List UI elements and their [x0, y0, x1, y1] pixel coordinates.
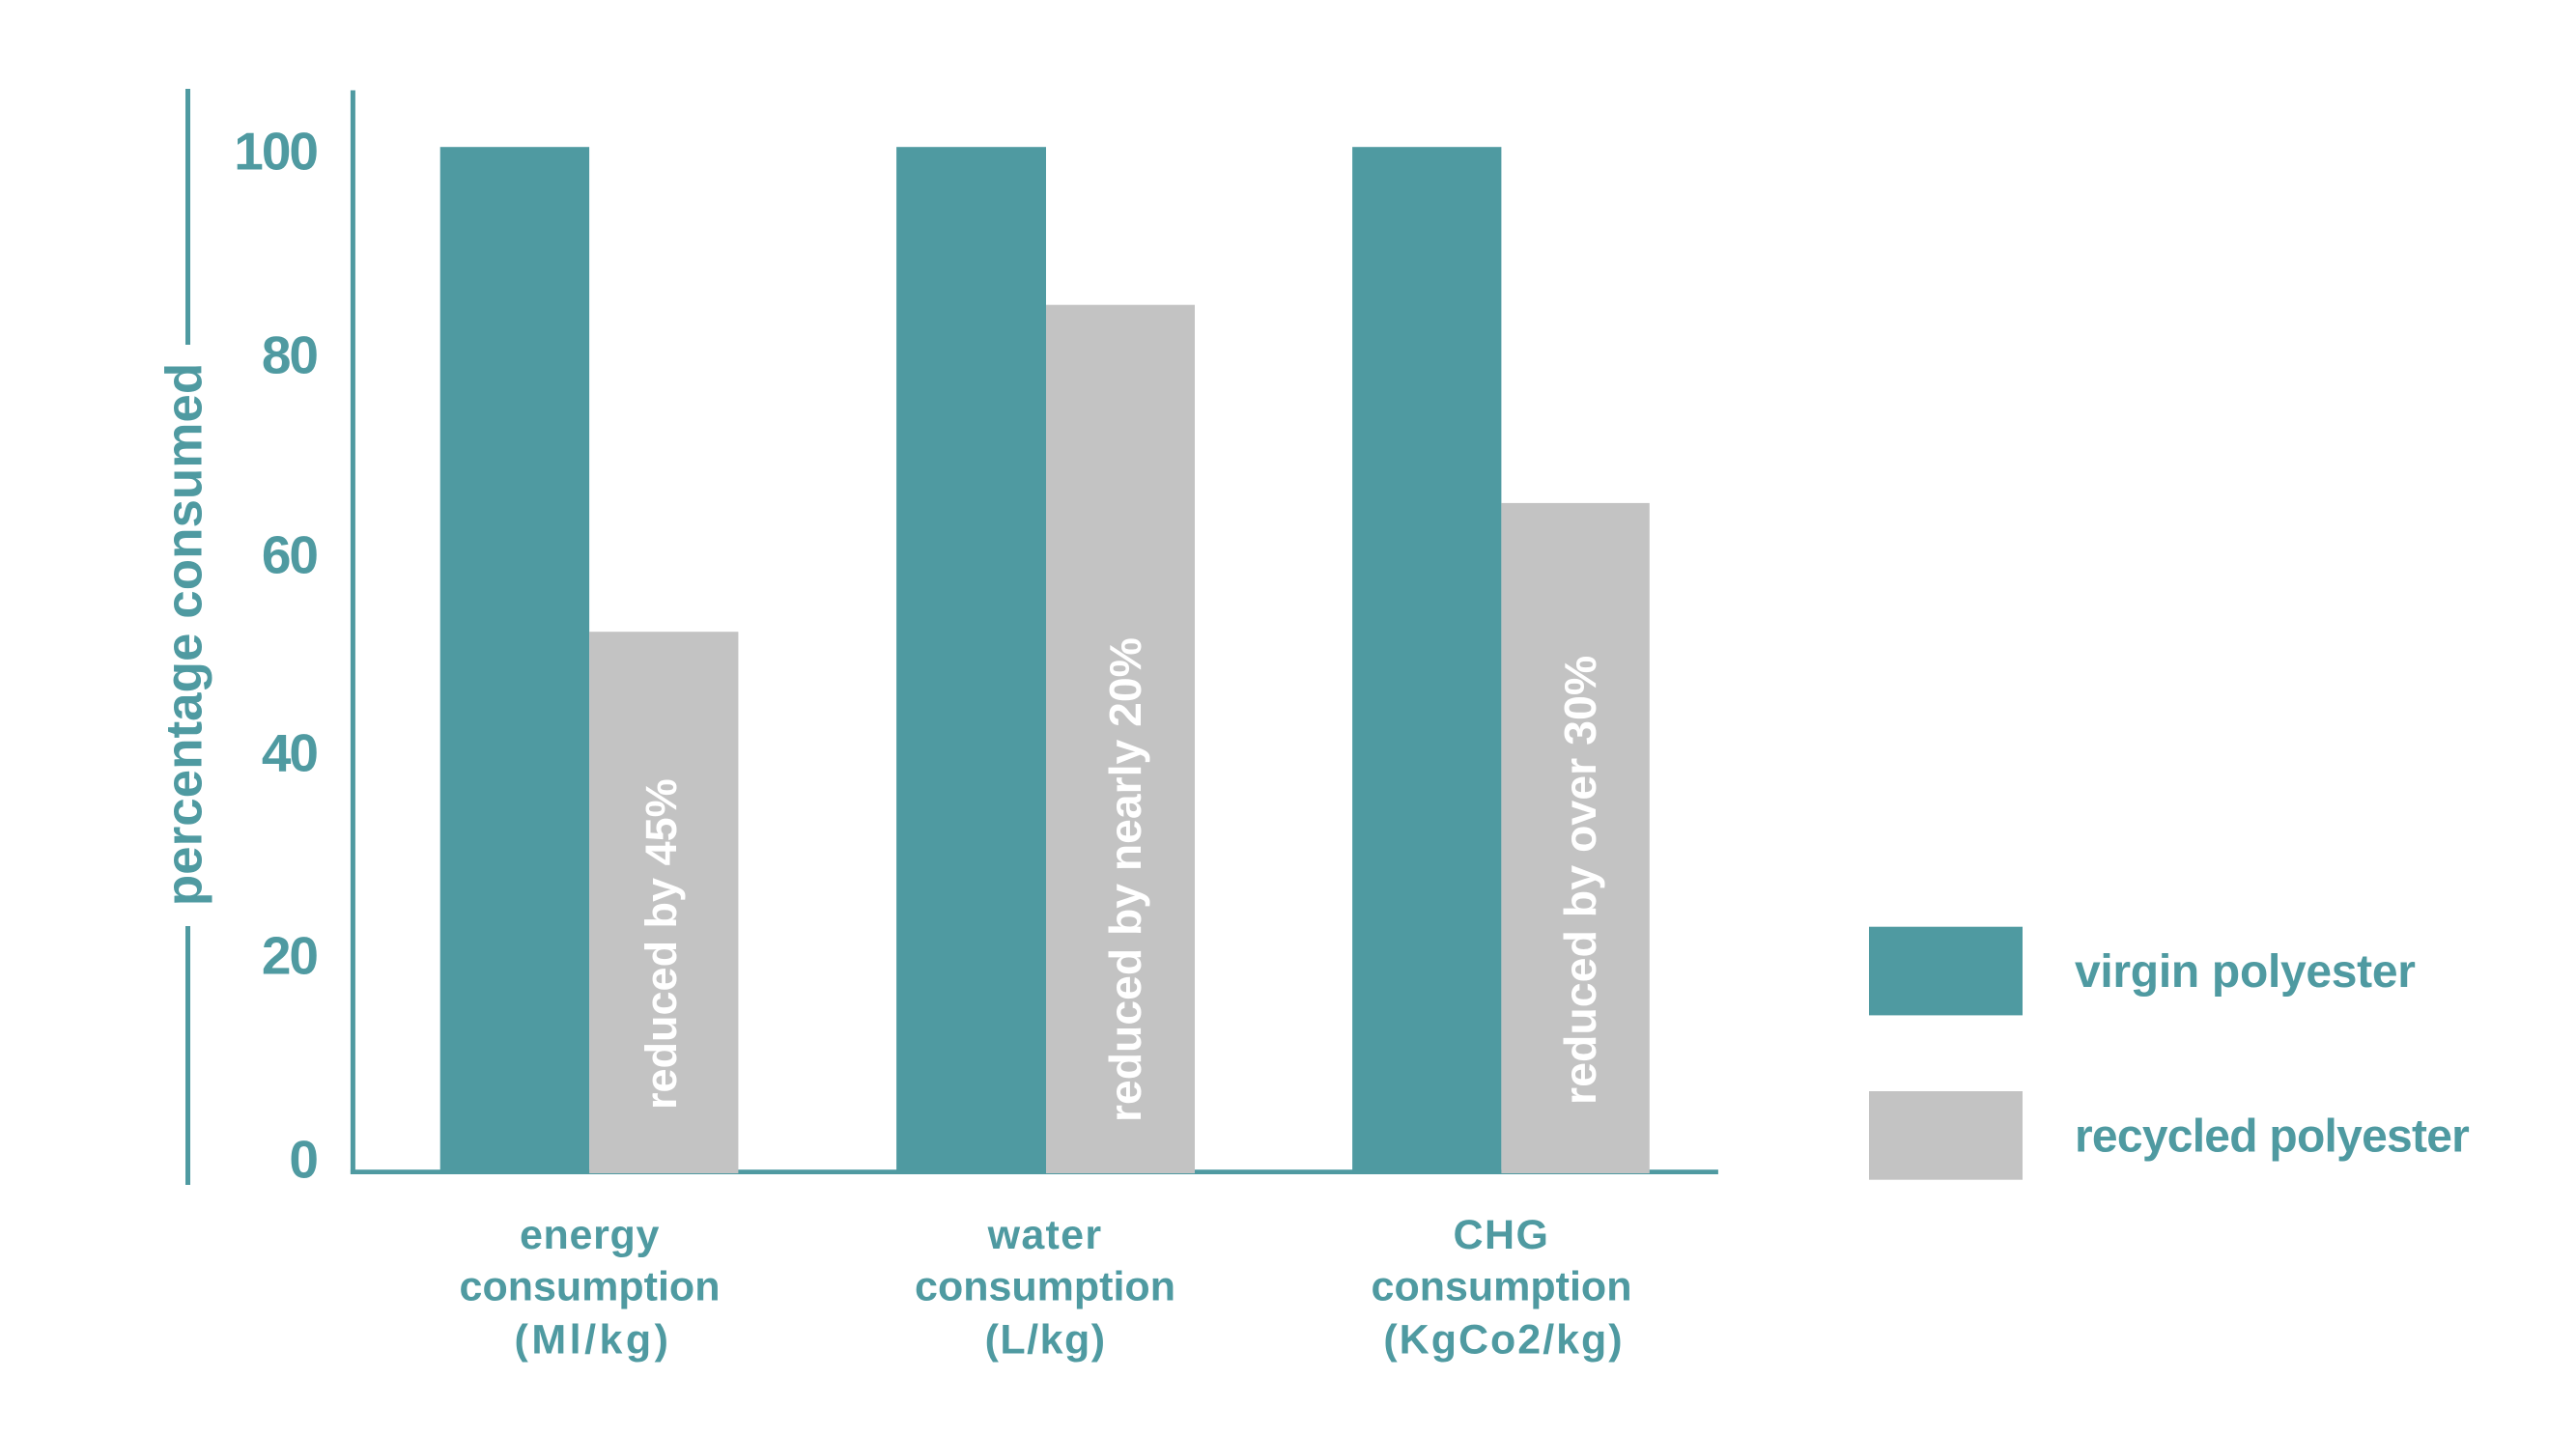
svg-text:energy: energy [520, 1212, 660, 1258]
svg-text:60: 60 [262, 524, 318, 584]
svg-text:consumption: consumption [1372, 1264, 1632, 1310]
svg-text:CHG: CHG [1454, 1212, 1550, 1258]
svg-text:20: 20 [262, 925, 318, 985]
svg-text:percentage consumed: percentage consumed [156, 363, 213, 907]
svg-text:recycled polyester: recycled polyester [2075, 1111, 2469, 1163]
svg-text:consumption: consumption [460, 1264, 721, 1310]
svg-text:80: 80 [262, 324, 318, 384]
svg-text:0: 0 [289, 1129, 317, 1189]
svg-text:reduced by over 30%: reduced by over 30% [1555, 656, 1605, 1105]
svg-text:reduced by nearly 20%: reduced by nearly 20% [1100, 637, 1150, 1122]
svg-text:reduced by 45%: reduced by 45% [637, 778, 686, 1110]
svg-text:(KgCo2/kg): (KgCo2/kg) [1383, 1317, 1624, 1364]
svg-text:virgin polyester: virgin polyester [2075, 946, 2416, 998]
svg-text:consumption: consumption [915, 1264, 1175, 1310]
svg-text:40: 40 [262, 723, 318, 783]
svg-text:(Ml/kg): (Ml/kg) [515, 1317, 672, 1364]
svg-text:water: water [987, 1212, 1103, 1258]
svg-text:100: 100 [234, 121, 317, 181]
svg-text:(L/kg): (L/kg) [985, 1317, 1107, 1364]
